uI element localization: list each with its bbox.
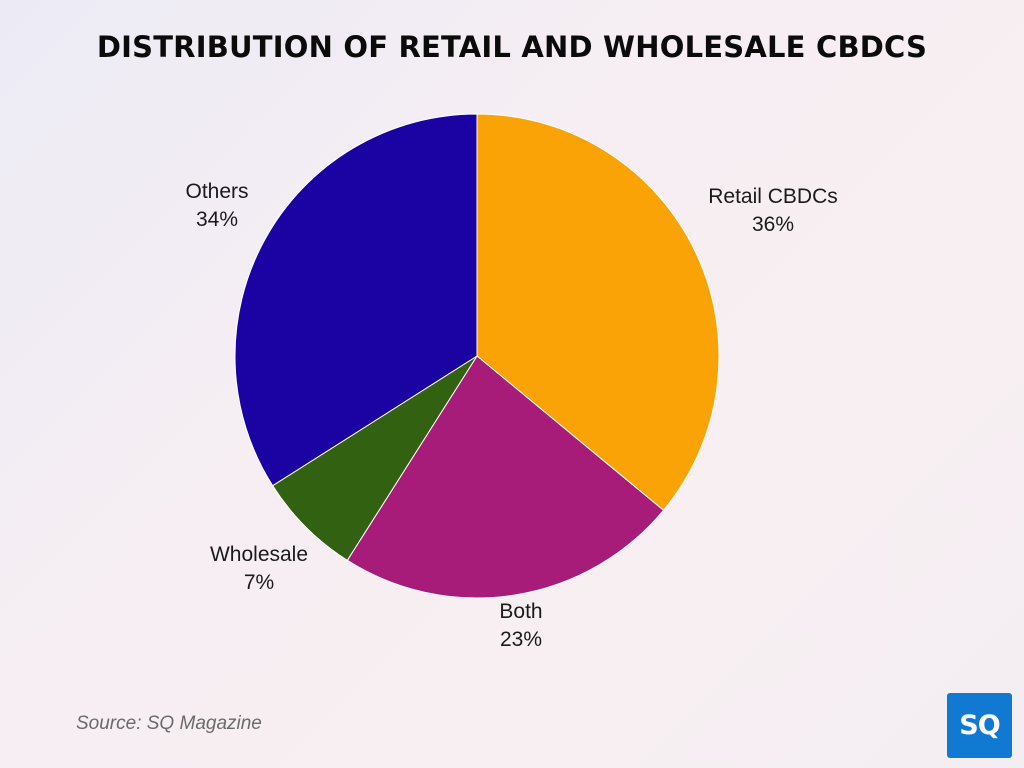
source-note: Source: SQ Magazine (76, 713, 262, 734)
slice-label-retail-cbdcs: Retail CBDCs (708, 185, 838, 208)
slice-value-others: 34% (196, 208, 238, 231)
slice-value-both: 23% (500, 628, 542, 651)
sq-logo: SQ (947, 693, 1012, 758)
pie-slice-both (346, 355, 665, 599)
slice-label-others: Others (185, 180, 248, 203)
pie-slice-retail-cbdcs (476, 113, 720, 511)
pie-labels: Retail CBDCs 36% Both 23% Wholesale 7% Others 3… (185, 180, 837, 651)
logo-text: SQ (959, 710, 1000, 741)
slice-value-wholesale: 7% (244, 571, 274, 594)
pie-slice-others (234, 113, 478, 487)
slice-label-both: Both (499, 600, 542, 623)
pie-slice-wholesale (271, 355, 478, 562)
slice-label-wholesale: Wholesale (210, 543, 308, 566)
pie-slices (234, 113, 720, 599)
chart-title: DISTRIBUTION OF RETAIL AND WHOLESALE CBD… (96, 30, 928, 64)
slice-value-retail-cbdcs: 36% (752, 213, 794, 236)
